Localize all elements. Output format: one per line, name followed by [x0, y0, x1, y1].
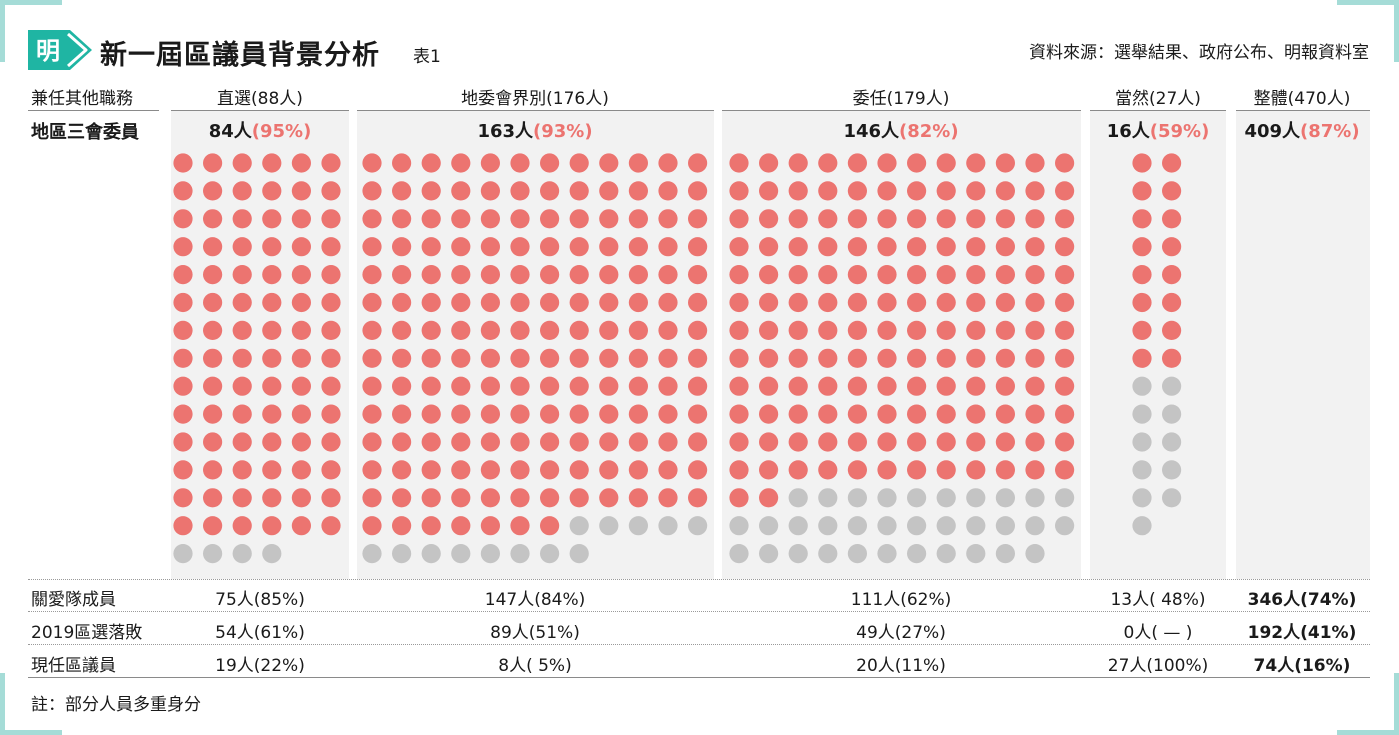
ming-pao-logo: 明 — [28, 30, 94, 70]
column-header-ex-officio: 當然(27人) — [1115, 89, 1201, 109]
corner-accent — [1394, 673, 1399, 735]
row-separator — [28, 644, 1370, 645]
row-label-lost-2019: 2019區選落敗 — [31, 623, 143, 643]
corner-accent — [0, 673, 5, 735]
column-header-appointed: 委任(179人) — [852, 89, 950, 109]
cell-lost-2019: 54人(61%) — [215, 623, 305, 643]
cell-district-committees: 84人(95%) — [209, 117, 312, 143]
column-header-district-committee: 地委會界別(176人) — [461, 89, 609, 109]
source-note: 資料來源：選舉結果、政府公布、明報資料室 — [1029, 43, 1369, 63]
cell-caring-team: 111人(62%) — [850, 590, 952, 610]
column-header-direct: 直選(88人) — [217, 89, 303, 109]
row-separator — [28, 611, 1370, 612]
header-underline — [357, 110, 714, 111]
cell-district-committees: 409人(87%) — [1244, 117, 1359, 143]
percent: (59%) — [1149, 121, 1210, 142]
cell-caring-team: 13人( 48%) — [1110, 590, 1206, 610]
column-background — [1090, 111, 1226, 579]
cell-incumbent: 20人(11%) — [856, 656, 946, 676]
column-header-overall: 整體(470人) — [1253, 89, 1351, 109]
row-label-incumbent: 現任區議員 — [31, 656, 116, 676]
cell-district-committees: 163人(93%) — [477, 117, 592, 143]
cell-lost-2019: 192人(41%) — [1247, 623, 1357, 643]
cell-lost-2019: 0人( — ) — [1123, 623, 1193, 643]
row-separator — [28, 579, 1370, 580]
corner-accent — [1394, 0, 1399, 62]
corner-accent — [1337, 730, 1399, 735]
header-underline — [28, 110, 159, 111]
chart-title: 新一屆區議員背景分析 — [100, 40, 380, 71]
footnote: 註：部分人員多重身分 — [31, 695, 201, 715]
cell-caring-team: 346人(74%) — [1247, 590, 1357, 610]
corner-accent — [0, 0, 62, 5]
column-background — [171, 111, 349, 579]
header-underline — [171, 110, 349, 111]
corner-accent — [1337, 0, 1399, 5]
cell-lost-2019: 49人(27%) — [856, 623, 946, 643]
cell-caring-team: 147人(84%) — [484, 590, 586, 610]
row-label-district-committees: 地區三會委員 — [31, 122, 139, 143]
cell-district-committees: 16人(59%) — [1107, 117, 1210, 143]
percent: (95%) — [251, 121, 312, 142]
count: 163人 — [477, 121, 534, 142]
corner-accent — [0, 730, 62, 735]
percent: (82%) — [899, 121, 959, 142]
cell-incumbent: 27人(100%) — [1107, 656, 1209, 676]
cell-incumbent: 8人( 5%) — [498, 656, 572, 676]
header-underline — [1236, 110, 1370, 111]
count: 84人 — [208, 121, 252, 142]
table-bottom-rule — [28, 677, 1370, 678]
percent: (87%) — [1300, 121, 1360, 142]
cell-district-committees: 146人(82%) — [843, 117, 958, 143]
header-underline — [722, 110, 1081, 111]
table-number: 表1 — [413, 47, 441, 67]
header-underline — [1090, 110, 1226, 111]
count: 146人 — [843, 121, 900, 142]
count: 16人 — [1106, 121, 1150, 142]
row-label-caring-team: 關愛隊成員 — [31, 590, 116, 610]
logo-text: 明 — [36, 37, 60, 65]
cell-incumbent: 19人(22%) — [215, 656, 305, 676]
percent: (93%) — [533, 121, 593, 142]
column-background — [722, 111, 1081, 579]
cell-lost-2019: 89人(51%) — [490, 623, 580, 643]
column-background — [357, 111, 714, 579]
header-row-label: 兼任其他職務 — [31, 89, 133, 109]
column-background — [1236, 111, 1370, 579]
cell-caring-team: 75人(85%) — [215, 590, 305, 610]
count: 409人 — [1244, 121, 1301, 142]
corner-accent — [0, 0, 5, 62]
cell-incumbent: 74人(16%) — [1253, 656, 1351, 676]
